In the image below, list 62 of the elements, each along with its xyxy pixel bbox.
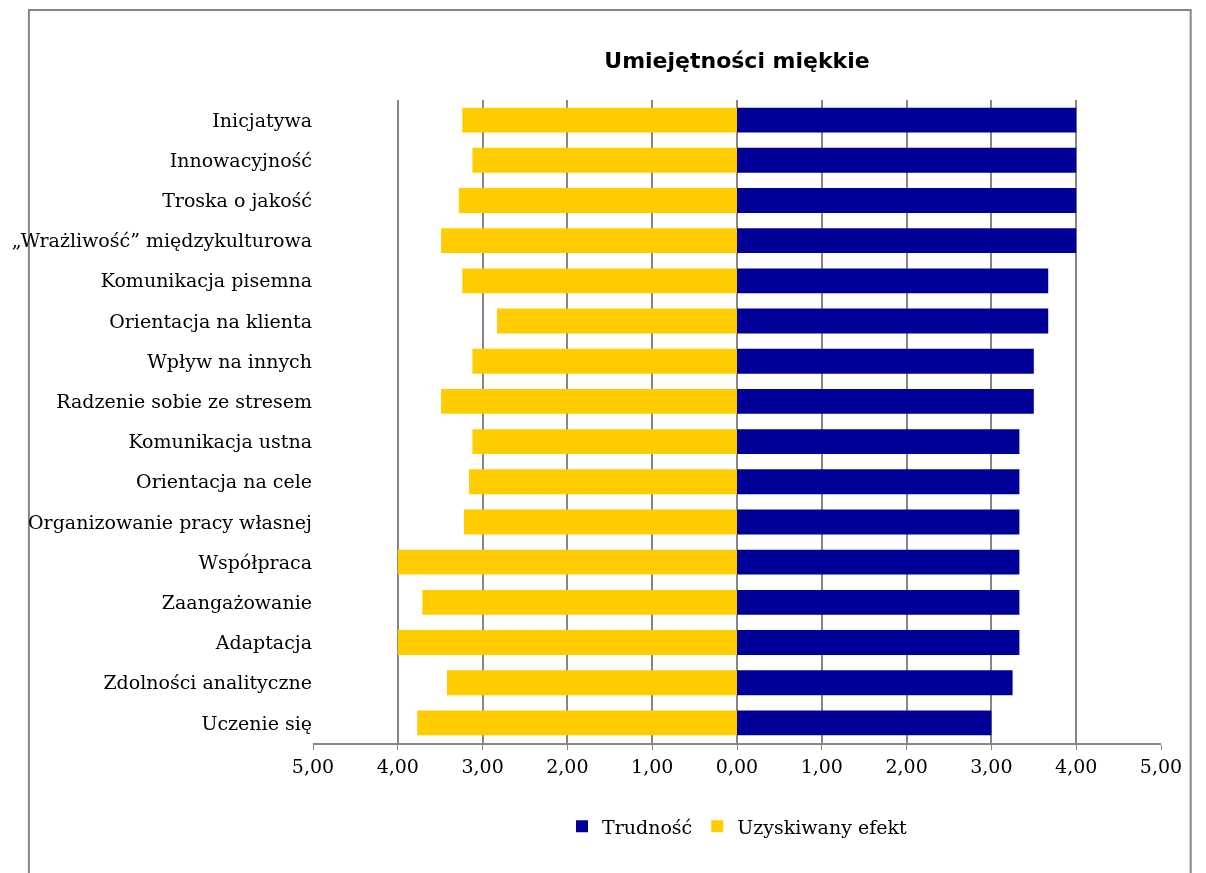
y-tick-label: Komunikacja ustna [128, 430, 312, 453]
bar [737, 670, 1013, 696]
y-tick-label: Orientacja na klienta [109, 309, 312, 332]
x-tick-label: 4,00 [1055, 754, 1098, 777]
bar [472, 147, 737, 173]
bar [737, 348, 1034, 374]
y-tick-label: Troska o jakość [162, 189, 312, 212]
bar [737, 388, 1034, 414]
bar [737, 228, 1077, 254]
bar [737, 509, 1020, 535]
bar [397, 549, 737, 575]
legend-label: Trudność [602, 815, 693, 838]
y-tick-label: Wpływ na innych [147, 349, 312, 372]
y-tick-label: Innowacyjność [169, 148, 312, 171]
bar [737, 188, 1077, 213]
y-tick-label: Inicjatywa [212, 108, 312, 131]
bar [469, 469, 737, 495]
bar [737, 308, 1049, 334]
x-tick-label: 0,00 [715, 754, 759, 777]
y-tick-label: Współpraca [198, 550, 312, 573]
bar [737, 630, 1020, 655]
bar [463, 509, 737, 535]
y-tick-label: Organizowanie pracy własnej [28, 510, 312, 533]
bar [737, 107, 1077, 133]
x-tick-label: 2,00 [885, 754, 928, 777]
chart-title: Umiejętności miękkie [604, 47, 870, 73]
y-tick-label: Radzenie sobie ze stresem [56, 390, 312, 413]
x-tick-label: 1,00 [800, 754, 843, 777]
bar [737, 549, 1020, 575]
bar [472, 429, 737, 455]
y-tick-label: Zdolności analityczne [103, 671, 312, 694]
legend-label: Uzyskiwany efekt [737, 815, 907, 838]
x-tick-label: 5,00 [1139, 754, 1183, 777]
bar [417, 710, 737, 736]
x-tick-label: 2,00 [546, 754, 589, 777]
bar [397, 630, 737, 655]
x-tick-label: 4,00 [376, 754, 419, 777]
bar [497, 308, 737, 334]
bar [446, 670, 737, 696]
y-tick-label: Komunikacja pisemna [100, 269, 312, 292]
bar [737, 147, 1077, 173]
bar [737, 710, 992, 736]
x-tick-label: 3,00 [461, 754, 504, 777]
bar [472, 348, 737, 374]
y-tick-label: „Wrażliwość” międzykulturowa [11, 229, 312, 252]
x-tick-label: 1,00 [631, 754, 674, 777]
bar [441, 388, 737, 414]
bar [458, 188, 737, 213]
bar [462, 107, 737, 133]
x-tick-label: 5,00 [291, 754, 335, 777]
y-tick-label: Zaangażowanie [161, 590, 312, 613]
bar [737, 589, 1020, 615]
bar [441, 228, 737, 254]
y-tick-label: Uczenie się [201, 711, 312, 734]
bar [737, 268, 1049, 294]
x-tick-label: 3,00 [970, 754, 1013, 777]
bar [737, 429, 1020, 455]
bar [422, 589, 737, 615]
bar [462, 268, 737, 294]
y-tick-label: Adaptacja [214, 631, 312, 654]
y-tick-label: Orientacja na cele [136, 470, 312, 493]
bar [737, 469, 1020, 495]
